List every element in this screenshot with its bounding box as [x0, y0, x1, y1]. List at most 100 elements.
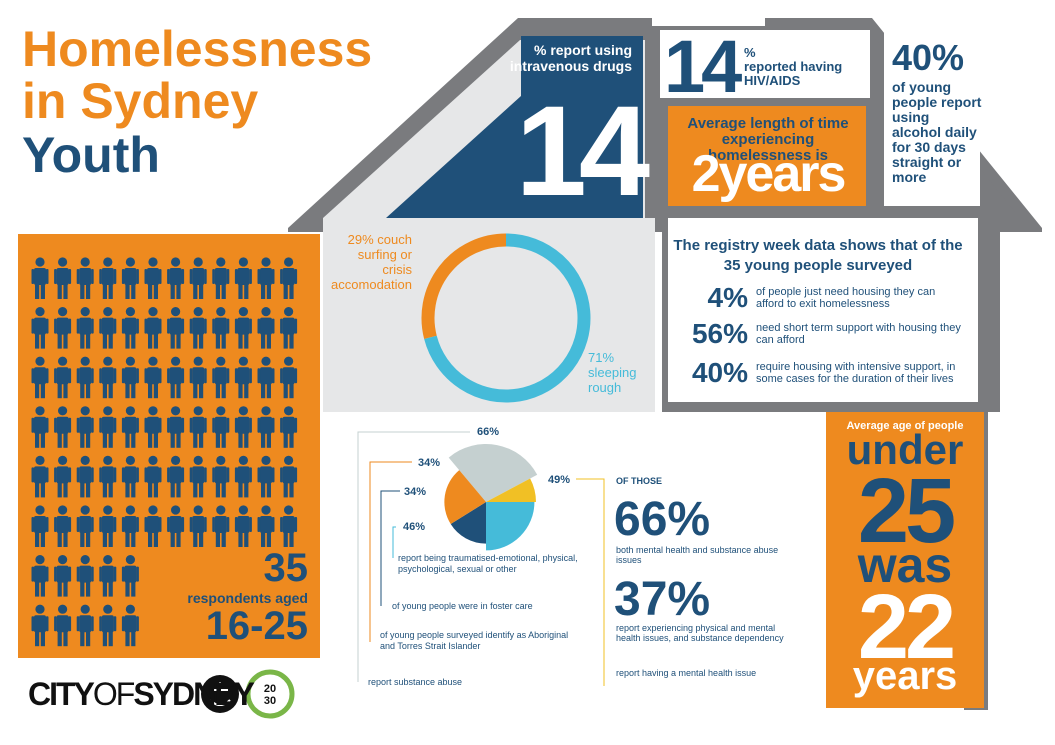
pie-chart — [444, 444, 538, 551]
age-was: was — [857, 537, 953, 593]
respondents-range: 16-25 — [205, 604, 308, 648]
pie-label-34-navy: 34% — [404, 486, 427, 498]
drugs-value: 14 — [515, 80, 650, 223]
of-those-desc-1: both mental health and substance abuse i… — [616, 545, 779, 565]
person-icon — [212, 505, 230, 547]
logo-of: OF — [92, 676, 135, 712]
registry-pct-1: 4% — [707, 282, 748, 313]
badge-ring-icon — [245, 669, 295, 719]
person-icon — [280, 307, 298, 349]
person-icon — [280, 257, 298, 299]
logo-sydney: SYDNEY — [133, 676, 255, 712]
person-icon — [76, 555, 94, 597]
city-of-sydney-logo: CITYOFSYDNEY — [28, 676, 255, 712]
age-average: 22 — [857, 576, 956, 678]
age-limit: 25 — [857, 460, 956, 562]
person-icon — [76, 307, 94, 349]
person-icon — [99, 257, 117, 299]
person-icon — [99, 555, 117, 597]
person-icon — [121, 505, 139, 547]
drug-panel — [386, 36, 643, 218]
connector-49 — [576, 478, 605, 686]
pie-label-49: 49% — [548, 474, 571, 486]
connector-34-navy — [380, 490, 400, 606]
person-icon — [31, 257, 49, 299]
person-icon — [167, 455, 185, 498]
person-icon — [76, 356, 94, 399]
hiv-value: 14 — [664, 25, 742, 108]
person-icon — [31, 406, 49, 448]
person-icon — [280, 356, 298, 399]
logo-city: CITY — [28, 676, 95, 712]
person-icon — [144, 505, 162, 547]
pie-slice-49 — [486, 478, 536, 502]
people-grid — [31, 257, 298, 647]
person-icon — [54, 307, 72, 349]
of-those-pct-2: 37% — [614, 573, 711, 626]
alcohol-value: 40% — [892, 37, 965, 78]
person-icon — [144, 406, 162, 448]
person-icon — [121, 356, 139, 399]
of-those-label: OF THOSE — [616, 476, 663, 486]
person-icon — [257, 455, 275, 498]
person-icon — [257, 505, 275, 547]
pie-slice-34-navy — [450, 502, 486, 544]
pie-label-66: 66% — [477, 426, 500, 438]
person-icon — [212, 257, 230, 299]
house-lower-room — [340, 412, 816, 708]
person-icon — [99, 307, 117, 349]
person-icon — [212, 406, 230, 448]
person-icon — [212, 455, 230, 498]
person-icon — [99, 505, 117, 547]
donut-label-rough: 71% sleeping rough — [588, 350, 637, 395]
badge-bottom: 30 — [264, 695, 276, 707]
person-icon — [121, 406, 139, 448]
person-icon — [31, 505, 49, 547]
annotation-foster-care: of young people were in foster care — [392, 601, 533, 611]
person-icon — [280, 406, 298, 448]
annotation-traumatised: report being traumatised-emotional, phys… — [398, 553, 578, 574]
hiv-panel — [660, 30, 870, 98]
person-icon — [54, 356, 72, 399]
person-icon — [212, 356, 230, 399]
person-icon — [189, 406, 207, 448]
registry-desc-3: require housing with intensive support, … — [756, 361, 956, 385]
person-icon — [167, 356, 185, 399]
person-icon — [76, 455, 94, 498]
pie-label-46: 46% — [403, 521, 426, 533]
connector-66 — [357, 431, 470, 682]
alcohol-panel — [884, 30, 980, 206]
pie-label-34-orange: 34% — [418, 457, 441, 469]
person-icon — [167, 505, 185, 547]
connector-46 — [392, 526, 396, 558]
alcohol-label: of young people report using alcohol dai… — [892, 79, 982, 185]
person-icon — [54, 257, 72, 299]
title-line-3: Youth — [22, 127, 160, 183]
person-icon — [54, 505, 72, 547]
age-unit: years — [852, 654, 958, 698]
person-icon — [189, 356, 207, 399]
donut-slice-rough — [424, 233, 591, 403]
person-icon — [257, 307, 275, 349]
person-icon — [76, 257, 94, 299]
sustainable-2030-badge: 20 30 — [245, 669, 295, 719]
age-under: under — [846, 426, 964, 473]
person-icon — [76, 604, 94, 647]
house-main-room — [323, 218, 655, 412]
person-icon — [99, 356, 117, 399]
person-icon — [99, 455, 117, 498]
person-icon — [234, 455, 252, 498]
of-those-desc-2: report experiencing physical and mental … — [616, 623, 784, 643]
person-icon — [54, 406, 72, 448]
person-icon — [54, 455, 72, 498]
person-icon — [121, 307, 139, 349]
person-icon — [257, 257, 275, 299]
registry-title: The registry week data shows that of the… — [673, 237, 963, 274]
person-icon — [121, 604, 139, 647]
person-icon — [31, 604, 49, 647]
person-icon — [234, 257, 252, 299]
person-icon — [189, 307, 207, 349]
person-icon — [280, 455, 298, 498]
person-icon — [257, 406, 275, 448]
